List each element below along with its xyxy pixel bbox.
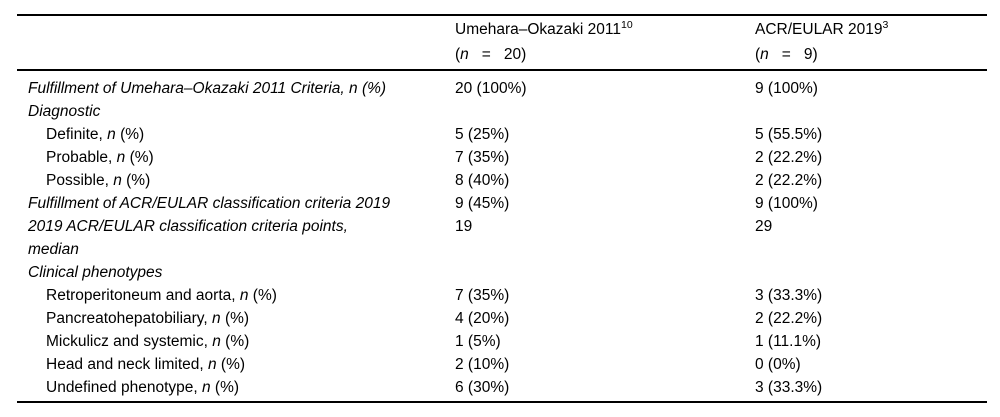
row-value-umehara-okazaki: 4 (20%)	[455, 310, 510, 327]
table-row: Clinical phenotypes	[17, 261, 987, 284]
row-label: Diagnostic	[28, 103, 101, 120]
table-row: Pancreatohepatobiliary, n (%) 4 (20%) 2 …	[17, 307, 987, 330]
table-header-rule	[17, 68, 987, 71]
n-symbol: n	[207, 356, 217, 373]
row-value-acr-eular: 9 (100%)	[755, 195, 818, 212]
table-row: Possible, n (%) 8 (40%) 2 (22.2%)	[17, 169, 987, 192]
row-label: Retroperitoneum and aorta, n (%)	[46, 287, 277, 304]
n-symbol: n	[760, 45, 769, 63]
n-symbol: n	[212, 310, 221, 327]
table-bottom-rule	[17, 401, 987, 403]
row-value-acr-eular: 2 (22.2%)	[755, 310, 823, 327]
row-label: Fulfillment of Umehara–Okazaki 2011 Crit…	[28, 80, 387, 97]
table-row: Diagnostic	[17, 100, 987, 123]
row-label: Definite, n (%)	[46, 126, 145, 143]
row-value-umehara-okazaki: 5 (25%)	[455, 126, 510, 143]
row-label: Undefined phenotype, n (%)	[46, 379, 240, 396]
row-value-acr-eular: 3 (33.3%)	[755, 287, 823, 304]
table-row: Fulfillment of ACR/EULAR classification …	[17, 192, 987, 215]
row-value-acr-eular: 0 (0%)	[755, 356, 801, 373]
row-label: 2019 ACR/EULAR classification criteria p…	[28, 218, 348, 258]
row-label: Pancreatohepatobiliary, n (%)	[46, 310, 250, 327]
row-value-umehara-okazaki: 19	[455, 218, 473, 235]
sample-count: 20)	[503, 45, 527, 63]
column-title: ACR/EULAR 20193	[755, 18, 889, 38]
row-value-umehara-okazaki: 20 (100%)	[455, 80, 527, 97]
row-value-acr-eular: 5 (55.5%)	[755, 126, 823, 143]
row-value-umehara-okazaki: 8 (40%)	[455, 172, 510, 189]
table-row: Mickulicz and systemic, n (%) 1 (5%) 1 (…	[17, 330, 987, 353]
column-sample-size: (n = 20)	[455, 43, 755, 67]
table-row: Definite, n (%) 5 (25%) 5 (55.5%)	[17, 123, 987, 146]
reference-superscript: 10	[621, 18, 633, 31]
header-empty-cell	[17, 18, 455, 67]
sample-count: 9)	[803, 45, 818, 63]
row-label: Clinical phenotypes	[28, 264, 163, 281]
row-value-acr-eular: 2 (22.2%)	[755, 172, 823, 189]
n-symbol: n	[113, 172, 122, 189]
row-value-umehara-okazaki: 9 (45%)	[455, 195, 510, 212]
table-header-row: Umehara–Okazaki 201110 (n = 20) ACR/EULAR …	[17, 16, 987, 69]
equals-sign: =	[781, 45, 791, 63]
n-symbol: n	[116, 149, 126, 166]
table-row: 2019 ACR/EULAR classification criteria p…	[17, 215, 987, 261]
table-top-rule	[17, 14, 987, 16]
reference-superscript: 3	[882, 18, 889, 31]
row-value-umehara-okazaki: 2 (10%)	[455, 356, 510, 373]
row-value-umehara-okazaki: 1 (5%)	[455, 333, 501, 350]
table-row: Probable, n (%) 7 (35%) 2 (22.2%)	[17, 146, 987, 169]
row-label: Mickulicz and systemic, n (%)	[46, 333, 250, 350]
row-value-umehara-okazaki: 7 (35%)	[455, 149, 510, 166]
row-label: Possible, n (%)	[46, 172, 151, 189]
row-value-acr-eular: 3 (33.3%)	[755, 379, 823, 396]
column-sample-size: (n = 9)	[755, 43, 987, 67]
row-value-acr-eular: 1 (11.1%)	[755, 333, 822, 350]
row-value-umehara-okazaki: 7 (35%)	[455, 287, 510, 304]
row-label: Head and neck limited, n (%)	[46, 356, 246, 373]
column-header-acr-eular: ACR/EULAR 20193 (n = 9)	[755, 18, 987, 67]
n-symbol: n	[212, 333, 221, 350]
criteria-comparison-table: Umehara–Okazaki 201110 (n = 20) ACR/EULAR …	[17, 14, 987, 403]
row-value-umehara-okazaki: 6 (30%)	[455, 379, 510, 396]
column-title: Umehara–Okazaki 201110	[455, 18, 633, 38]
table-row: Fulfillment of Umehara–Okazaki 2011 Crit…	[17, 77, 987, 100]
row-label: Fulfillment of ACR/EULAR classification …	[28, 195, 391, 212]
row-value-acr-eular: 2 (22.2%)	[755, 149, 823, 166]
table-row: Retroperitoneum and aorta, n (%) 7 (35%)…	[17, 284, 987, 307]
n-symbol: n	[239, 287, 249, 304]
row-label: Probable, n (%)	[46, 149, 154, 166]
row-value-acr-eular: 29	[755, 218, 773, 235]
n-symbol: n	[201, 379, 211, 396]
row-value-acr-eular: 9 (100%)	[755, 80, 818, 97]
table-body: Fulfillment of Umehara–Okazaki 2011 Crit…	[17, 71, 987, 401]
column-header-umehara-okazaki: Umehara–Okazaki 201110 (n = 20)	[455, 18, 755, 67]
n-symbol: n	[460, 45, 469, 63]
equals-sign: =	[481, 45, 491, 63]
table-row: Head and neck limited, n (%) 2 (10%) 0 (…	[17, 353, 987, 376]
n-symbol: n	[107, 126, 116, 143]
table-row: Undefined phenotype, n (%) 6 (30%) 3 (33…	[17, 376, 987, 399]
